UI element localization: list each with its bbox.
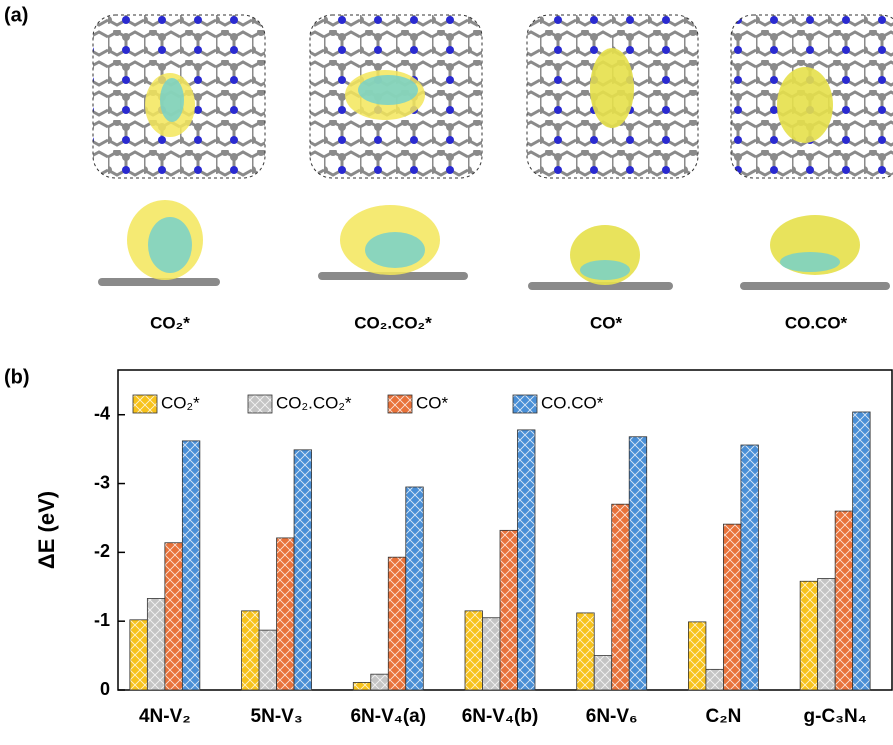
structure-label: CO₂.CO₂* <box>354 313 432 332</box>
legend-swatch <box>513 395 537 413</box>
bar <box>130 620 148 690</box>
legend-swatch <box>248 395 272 413</box>
x-tick-label: g-C₃N₄ <box>804 706 867 727</box>
legend-label: CO₂* <box>161 393 200 412</box>
bar <box>259 630 277 690</box>
y-tick-label: 0 <box>100 679 110 699</box>
bar <box>165 543 183 690</box>
structure-images <box>93 15 893 290</box>
figure: (a) (b) CO₂* CO₂.CO₂* CO* CO.CO* 0 -1 -2 -3… <box>0 0 893 740</box>
x-tick-label: 6N-V₄(b) <box>462 706 539 727</box>
legend-swatch <box>388 395 412 413</box>
bar <box>629 437 647 690</box>
bar <box>723 524 741 690</box>
bar <box>835 511 853 690</box>
x-tick-label: 6N-V₄(a) <box>350 706 426 727</box>
bar <box>406 487 424 690</box>
bar <box>741 445 759 690</box>
bar <box>371 674 389 690</box>
y-tick-label: -2 <box>94 541 110 561</box>
bar <box>706 669 724 690</box>
bar <box>388 557 406 690</box>
x-tick-label: 6N-V₆ <box>586 706 638 727</box>
legend-label: CO₂.CO₂* <box>276 393 352 412</box>
bar <box>688 622 706 690</box>
bar <box>853 412 871 690</box>
y-axis-label: ΔE (eV) <box>34 491 59 569</box>
bar <box>147 598 165 690</box>
bar <box>465 611 483 690</box>
x-tick-label: 4N-V₂ <box>139 706 191 727</box>
bar <box>242 611 259 690</box>
legend-label: CO.CO* <box>541 393 604 412</box>
panel-label: (b) <box>4 366 30 388</box>
bar <box>518 430 536 690</box>
bar <box>277 538 295 690</box>
bar <box>483 618 501 690</box>
bar <box>294 450 312 690</box>
panel-label: (a) <box>4 4 28 26</box>
bar <box>577 613 595 690</box>
bar <box>353 682 371 690</box>
bar <box>594 656 612 690</box>
legend-swatch <box>133 395 157 413</box>
bar <box>818 579 836 690</box>
structure-label: CO.CO* <box>785 313 848 332</box>
y-tick-label: -4 <box>94 403 110 423</box>
legend-label: CO* <box>416 393 449 412</box>
bar <box>800 581 818 690</box>
x-tick-label: C₂N <box>705 706 741 727</box>
y-tick-label: -1 <box>94 610 110 630</box>
x-tick-label: 5N-V₃ <box>251 706 303 727</box>
structure-label: CO* <box>590 313 623 332</box>
bar <box>182 441 200 690</box>
bar <box>612 504 630 690</box>
structure-label: CO₂* <box>150 313 190 332</box>
bar <box>500 530 518 690</box>
y-tick-label: -3 <box>94 472 110 492</box>
